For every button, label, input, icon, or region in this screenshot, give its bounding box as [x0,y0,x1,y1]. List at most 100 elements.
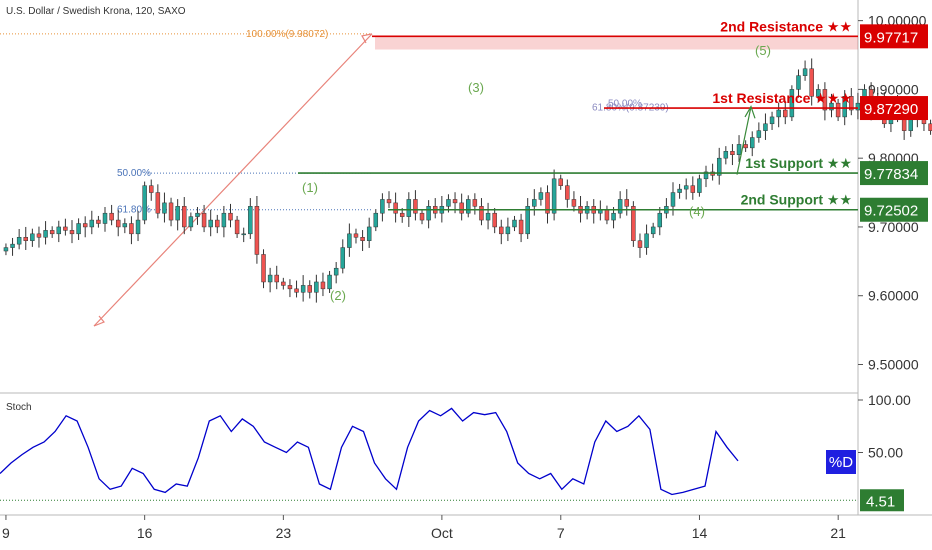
candle-body [327,274,332,290]
price-ticks: 10.000009.900009.800009.700009.600009.50… [858,13,927,372]
candle [320,272,326,297]
candle [221,205,227,238]
candle [16,229,22,250]
candle-body [188,216,194,228]
levels-layer: 2nd Resistance ★★ 9.97717 1st Resistance ★… [298,18,928,222]
resistance-zone [375,36,858,50]
candle [617,191,623,219]
candle [380,193,385,222]
candle-body [267,274,273,283]
candle-body [525,206,530,235]
candle-body [228,212,233,221]
candle-body [413,199,418,214]
candle [789,85,795,122]
stoch-d-line [0,407,739,496]
candle [776,102,781,128]
time-tick-label: 9 [2,525,10,541]
candle [677,183,682,199]
projection-arrow-line [736,106,752,175]
candle-body [314,281,319,293]
candle-body [208,219,213,228]
candle-body [10,243,15,248]
candle-body [611,212,616,221]
candle-body [716,157,722,176]
candle [723,146,729,165]
candle-body [386,199,392,204]
candle [783,100,788,125]
candle-body [459,202,464,214]
candle-body [287,285,293,290]
candle-body [750,137,755,149]
candle-body [466,199,471,214]
wave-label: (1) [302,180,318,195]
candle [763,113,768,140]
candle-body [393,202,398,214]
candle [644,224,649,255]
candle [386,191,392,209]
candle-body [783,109,788,118]
candle [300,275,306,302]
candle-body [492,212,497,228]
candle-body [730,151,735,155]
price-tick-label: 9.50000 [868,356,919,372]
candle [195,207,200,225]
time-ticks: 9 16 23 Oct 7 14 21 [2,515,846,541]
candle-body [485,212,491,221]
candle-body [115,219,121,228]
candle-body [472,199,478,207]
candle [149,179,154,201]
candle-body [518,219,524,235]
candle [373,209,379,232]
candle-body [254,206,260,255]
candle-body [234,219,240,235]
fib-upper-50-label: 50.00% [608,98,642,109]
candle [637,233,643,258]
candle-body [822,89,828,111]
candle-body [373,212,379,228]
candle-body [36,233,42,238]
candle [102,207,108,232]
candle-body [763,123,768,131]
candle-body [809,68,814,97]
candle [525,198,530,239]
candle-body [532,199,537,207]
candle-body [399,212,405,217]
candle [809,58,814,106]
candle [538,187,544,206]
candle [703,165,709,188]
candle-body [802,68,808,76]
candle [750,131,755,157]
candle [419,209,425,225]
candle [479,198,484,226]
candle [360,230,365,252]
time-tick-label: 14 [692,525,708,541]
fib-diagonal-arrowhead [93,315,105,327]
candle-body [849,96,854,111]
candle-body [631,206,636,241]
candle [142,181,147,225]
candle [155,184,161,219]
candle-body [353,233,359,238]
candle [571,191,577,212]
candle-body [96,219,101,224]
candle [267,267,273,293]
candle [340,239,346,274]
stoch-title: Stoch [6,402,32,413]
candle-body [835,102,841,118]
fib-50-label: 50.00% [117,168,151,179]
candle [129,216,134,245]
price-tag-bg [860,96,928,121]
candle-body [723,151,729,159]
candle-body [281,281,286,286]
candle [30,228,35,247]
candle-body [347,233,352,248]
candle [43,221,48,245]
candle [122,218,128,234]
candle [604,205,610,225]
time-tick-label: 7 [557,525,565,541]
stoch-tick-label: 50.00 [868,445,903,461]
wave-label: (2) [330,288,346,303]
price-tag-bg [860,24,928,49]
candle [631,201,636,247]
candle-body [505,226,511,235]
